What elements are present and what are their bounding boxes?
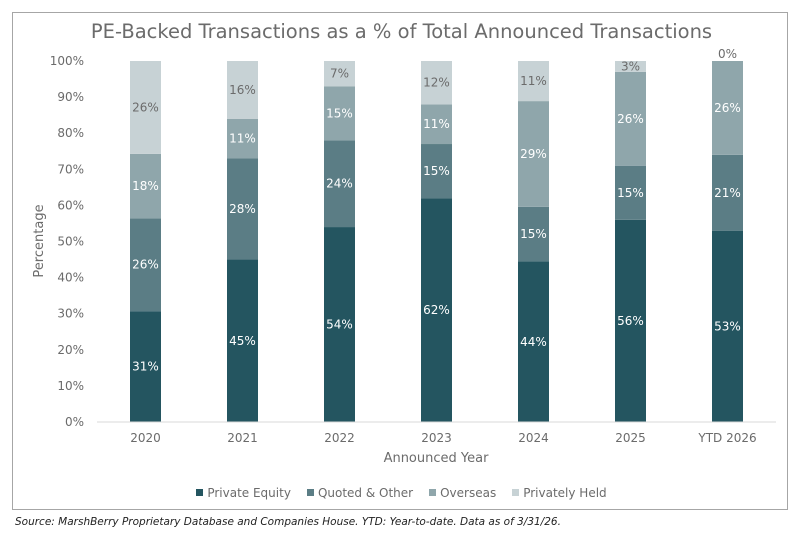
data-label-overseas: 29% (520, 147, 547, 161)
bar-segment-quoted-other (615, 165, 646, 220)
legend-swatch (512, 489, 520, 496)
data-label-quoted-other: 26% (132, 258, 159, 272)
data-label-private-equity: 54% (326, 318, 353, 332)
legend-label: Quoted & Other (317, 486, 414, 500)
bar-segment-private-equity (227, 259, 258, 422)
legend-swatch (306, 489, 314, 496)
data-label-overseas: 15% (326, 106, 353, 120)
bar-segment-private-equity (130, 311, 161, 422)
y-tick-label: 50% (57, 235, 84, 249)
legend-item-overseas: Overseas (429, 486, 496, 500)
data-label-privately-held: 0% (718, 47, 737, 61)
bar-segment-privately-held (227, 61, 258, 119)
bar-segment-quoted-other (712, 154, 743, 231)
bar-segment-privately-held (518, 61, 549, 102)
x-tick-label: 2021 (227, 431, 258, 445)
data-label-overseas: 26% (714, 101, 741, 115)
bar-segment-overseas (615, 71, 646, 166)
y-tick-label: 90% (57, 90, 84, 104)
legend-item-privately-held: Privately Held (512, 486, 607, 500)
data-label-quoted-other: 15% (520, 227, 547, 241)
data-label-privately-held: 26% (132, 100, 159, 114)
data-label-private-equity: 44% (520, 335, 547, 349)
legend-label: Overseas (440, 486, 497, 500)
bar-segment-overseas (324, 86, 355, 141)
bar-segment-quoted-other (324, 140, 355, 228)
bar-segment-private-equity (421, 198, 452, 422)
bar-segment-quoted-other (227, 158, 258, 260)
y-tick-label: 20% (57, 343, 84, 357)
bar-segment-privately-held (615, 61, 646, 72)
legend-swatch (429, 489, 437, 496)
data-label-overseas: 26% (617, 112, 644, 126)
y-tick-label: 30% (57, 307, 84, 321)
chart-title: PE-Backed Transactions as a % of Total A… (90, 20, 713, 43)
y-tick-label: 60% (57, 198, 84, 212)
legend: Private Equity Quoted & Other Overseas Priv… (0, 486, 803, 500)
x-tick-label: 2025 (615, 431, 646, 445)
source-note: Source: MarshBerry Proprietary Database … (15, 516, 561, 528)
x-tick-label: 2024 (518, 431, 549, 445)
bar-segment-privately-held (130, 61, 161, 154)
legend-item-quoted-other: Quoted & Other (306, 486, 414, 500)
legend-swatch (196, 489, 204, 496)
bar-segment-private-equity (324, 227, 355, 422)
data-label-private-equity: 53% (714, 319, 741, 333)
legend-item-private-equity: Private Equity (196, 486, 291, 500)
bar-segment-overseas (130, 153, 161, 219)
data-label-private-equity: 31% (132, 360, 159, 374)
data-label-quoted-other: 24% (326, 177, 353, 191)
data-label-privately-held: 3% (621, 59, 640, 73)
data-label-privately-held: 12% (423, 76, 450, 90)
y-tick-label: 70% (57, 162, 84, 176)
legend-label: Private Equity (207, 486, 291, 500)
bar-segment-private-equity (712, 230, 743, 422)
x-tick-label: 2020 (130, 431, 161, 445)
data-label-privately-held: 7% (330, 67, 349, 81)
data-label-privately-held: 16% (229, 83, 256, 97)
bar-segment-privately-held (324, 61, 355, 87)
bar-segment-private-equity (518, 261, 549, 422)
x-tick-label: YTD 2026 (697, 431, 756, 445)
data-label-overseas: 11% (423, 117, 450, 131)
bar-segment-quoted-other (421, 144, 452, 199)
x-axis-label: Announced Year (384, 451, 490, 466)
data-label-overseas: 18% (132, 179, 159, 193)
data-label-quoted-other: 21% (714, 186, 741, 200)
data-label-overseas: 11% (229, 132, 256, 146)
bar-segment-private-equity (615, 219, 646, 422)
bar-segment-overseas (712, 61, 743, 155)
legend-label: Privately Held (523, 486, 607, 500)
data-label-private-equity: 56% (617, 314, 644, 328)
bar-segment-quoted-other (130, 218, 161, 312)
x-tick-label: 2022 (324, 431, 355, 445)
bar-segment-overseas (227, 118, 258, 159)
y-tick-label: 0% (65, 415, 84, 429)
data-label-privately-held: 11% (520, 74, 547, 88)
data-label-quoted-other: 28% (229, 202, 256, 216)
y-axis-label: Percentage (32, 204, 47, 277)
data-label-private-equity: 62% (423, 303, 450, 317)
x-tick-label: 2023 (421, 431, 452, 445)
data-label-private-equity: 45% (229, 334, 256, 348)
bar-segment-overseas (518, 101, 549, 207)
bar-segment-quoted-other (518, 206, 549, 262)
bar-segment-privately-held (421, 61, 452, 105)
y-tick-label: 10% (57, 379, 84, 393)
y-tick-label: 80% (57, 126, 84, 140)
data-label-quoted-other: 15% (423, 164, 450, 178)
bar-segment-overseas (421, 104, 452, 145)
data-label-quoted-other: 15% (617, 186, 644, 200)
y-tick-label: 100% (50, 54, 84, 68)
y-tick-label: 40% (57, 271, 84, 285)
